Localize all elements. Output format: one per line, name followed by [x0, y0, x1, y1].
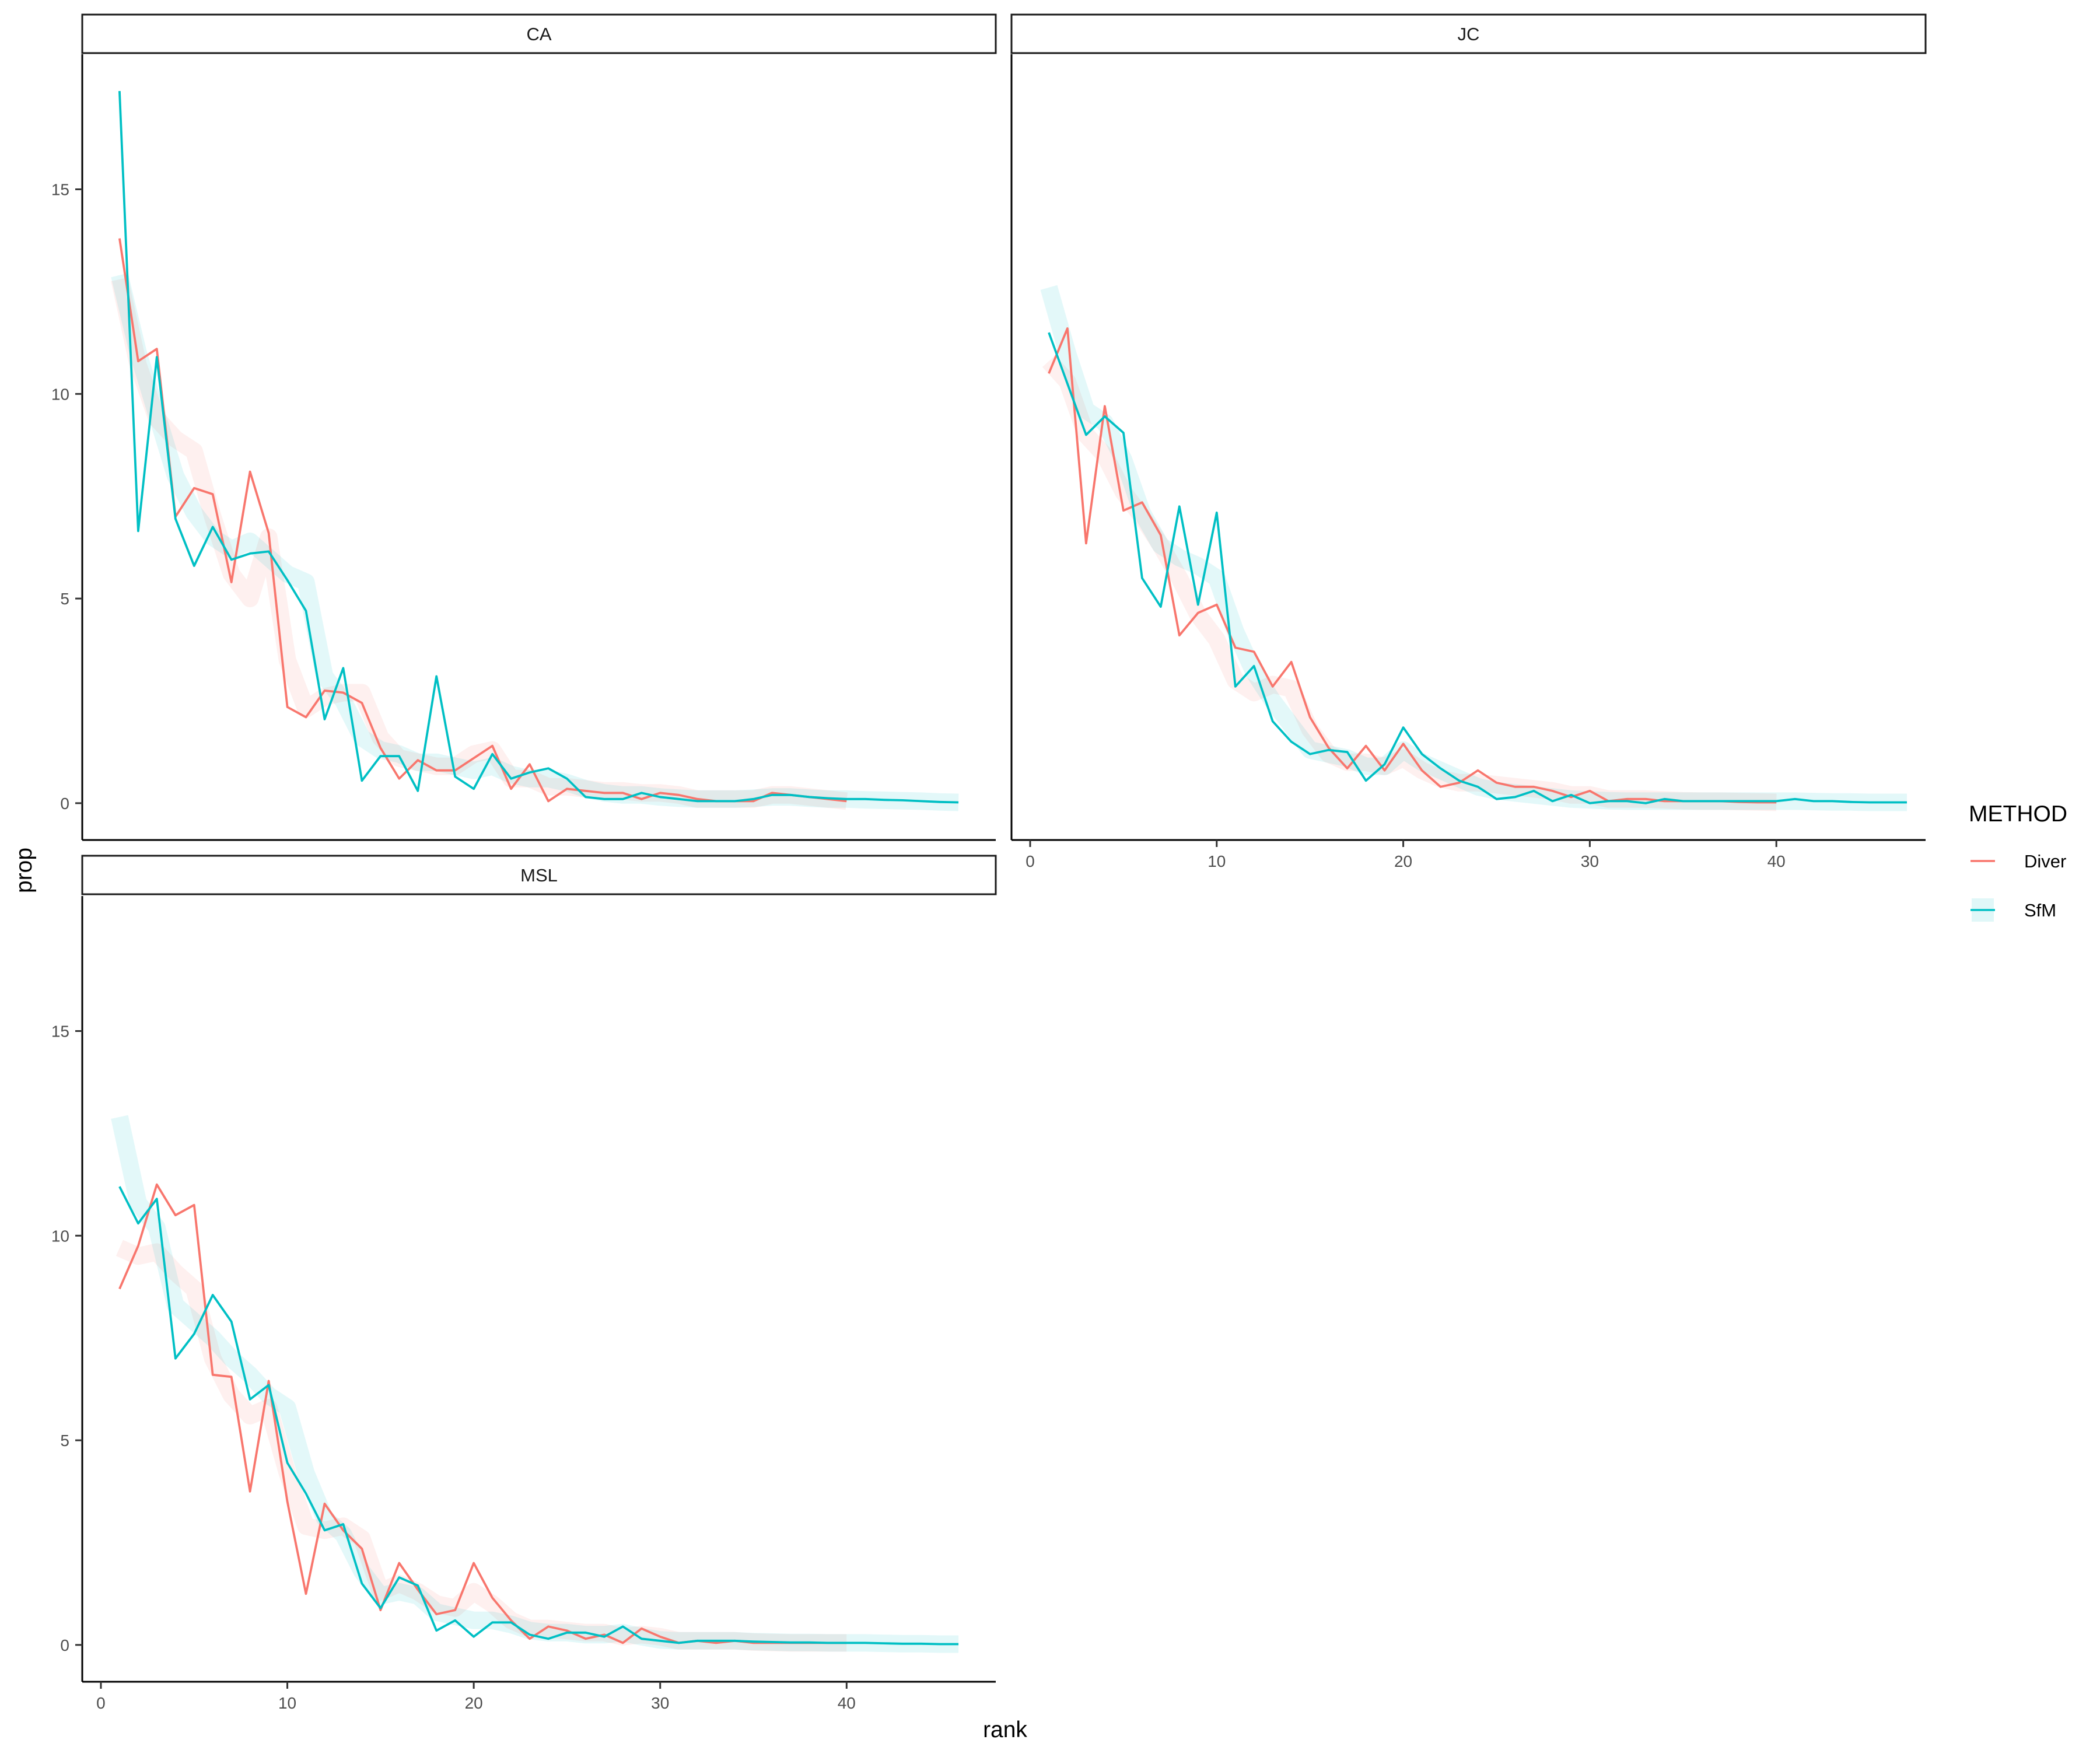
- series-line-sfm: [118, 1186, 959, 1646]
- axes: 0 10 20 30 40: [1010, 54, 1926, 870]
- y-axis-title: prop: [12, 848, 37, 893]
- x-tick-label: 20: [465, 1694, 483, 1712]
- facet-strip-box: [81, 855, 997, 895]
- x-axis-title: rank: [983, 1717, 1027, 1742]
- facet-strip-label: MSL: [520, 865, 558, 886]
- legend-title: METHOD: [1969, 802, 2067, 827]
- facet-strip-label: CA: [526, 24, 551, 44]
- series-line-sfm: [118, 91, 959, 804]
- facet-panels: CA 0 5 10 15 JC 0 10 20 30 40 MSL 0 5 10 15 0 10 20 30 40: [51, 13, 1927, 1712]
- y-tick-label: 5: [60, 590, 69, 608]
- x-tick-label: 0: [96, 1694, 106, 1712]
- legend-label-diver: Diver: [2024, 851, 2066, 872]
- x-tick-label: 10: [278, 1694, 296, 1712]
- panel-msl: MSL 0 5 10 15 0 10 20 30 40: [51, 855, 997, 1712]
- legend-item-sfm: SfM: [1969, 895, 2056, 925]
- x-tick-label: 0: [1026, 852, 1035, 870]
- facet-strip: MSL: [81, 855, 997, 895]
- y-tick-label: 0: [60, 794, 69, 813]
- x-tick-label: 40: [838, 1694, 856, 1712]
- panel-ca: CA 0 5 10 15: [51, 13, 997, 841]
- legend-item-diver: Diver: [1969, 846, 2066, 876]
- x-tick-label: 30: [651, 1694, 669, 1712]
- y-tick-label: 15: [51, 1023, 69, 1041]
- x-tick-label: 10: [1208, 852, 1226, 870]
- series-line-sfm: [1048, 332, 1907, 804]
- y-tick-label: 10: [51, 1227, 69, 1245]
- facet-strip-box: [81, 13, 997, 54]
- y-tick-label: 15: [51, 181, 69, 199]
- y-tick-label: 5: [60, 1432, 69, 1450]
- facet-strip-label: JC: [1458, 24, 1480, 44]
- facet-strip: JC: [1010, 13, 1927, 54]
- facet-strip-box: [1010, 13, 1927, 54]
- axes: 0 5 10 15: [51, 54, 996, 841]
- y-tick-label: 0: [60, 1636, 69, 1654]
- x-tick-label: 20: [1394, 852, 1412, 870]
- axes: 0 5 10 15 0 10 20 30 40: [51, 896, 996, 1712]
- facet-strip: CA: [81, 13, 997, 54]
- y-tick-label: 10: [51, 385, 69, 403]
- panel-jc: JC 0 10 20 30 40: [1010, 13, 1927, 870]
- legend-label-sfm: SfM: [2024, 900, 2056, 921]
- x-tick-label: 30: [1581, 852, 1599, 870]
- legend: METHOD Diver SfM: [1969, 802, 2067, 925]
- x-tick-label: 40: [1768, 852, 1786, 870]
